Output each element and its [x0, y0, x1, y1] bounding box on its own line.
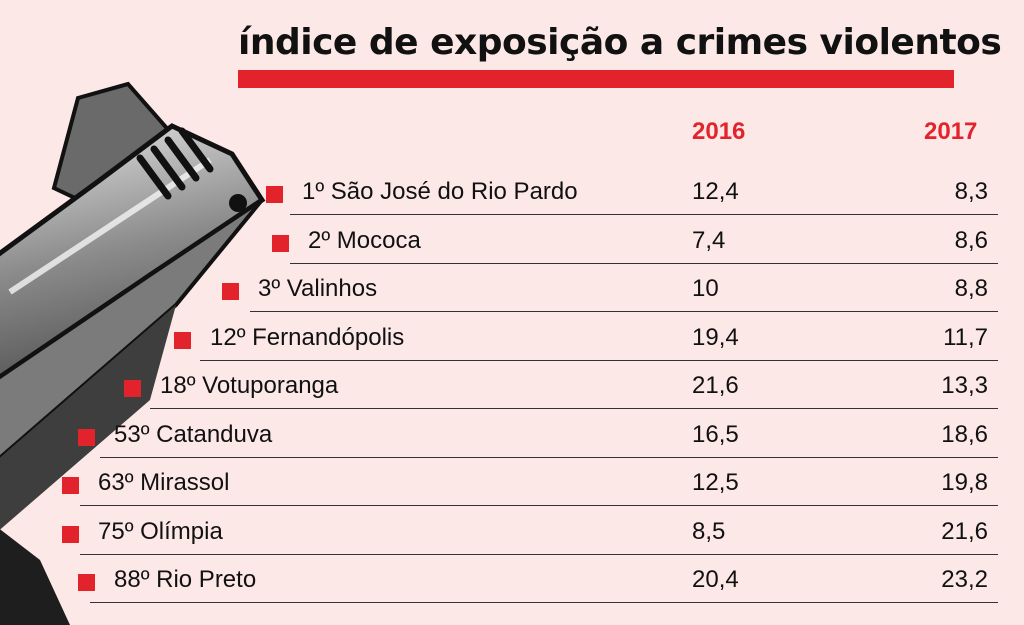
row-divider: [150, 408, 998, 409]
row-value-2016: 19,4: [692, 323, 739, 351]
row-value-2017: 21,6: [941, 517, 988, 545]
row-divider: [290, 214, 998, 215]
row-value-2017: 11,7: [943, 323, 988, 351]
column-header-2017: 2017: [924, 118, 978, 145]
row-value-2017: 19,8: [941, 469, 988, 496]
row-label: 3º Valinhos: [258, 275, 378, 302]
row-value-2017: 8,6: [954, 226, 988, 254]
row-value-2016: 16,5: [692, 420, 739, 448]
row-value-2016: 12,5: [692, 469, 739, 496]
row-bullet: [174, 331, 191, 349]
row-divider: [80, 505, 998, 506]
row-label: 75º Olímpia: [98, 517, 223, 545]
row-bullet: [78, 574, 95, 591]
row-label: 63º Mirassol: [98, 469, 230, 496]
chart-title: índice de exposição a crimes violentos: [238, 22, 1002, 63]
row-value-2017: 23,2: [941, 566, 988, 593]
row-label: 12º Fernandópolis: [210, 323, 405, 351]
row-value-2017: 8,3: [954, 178, 988, 205]
row-bullet: [62, 525, 79, 543]
row-value-2016: 7,4: [692, 226, 726, 254]
column-header-2016: 2016: [692, 118, 746, 145]
row-bullet: [222, 283, 239, 300]
row-label: 53º Catanduva: [114, 420, 273, 448]
row-value-2016: 10: [692, 275, 719, 302]
title-underline-bar: [238, 70, 954, 88]
row-divider: [100, 456, 998, 458]
row-divider: [90, 602, 998, 603]
row-value-2017: 13,3: [941, 372, 988, 399]
row-value-2016: 12,4: [692, 178, 739, 205]
row-bullet: [62, 477, 79, 494]
row-divider: [200, 359, 998, 361]
row-bullet: [272, 234, 289, 252]
row-bullet: [78, 428, 95, 446]
row-divider: [80, 553, 998, 555]
row-label: 88º Rio Preto: [114, 566, 257, 593]
row-bullet: [266, 186, 283, 203]
row-value-2016: 21,6: [692, 372, 739, 399]
row-label: 18º Votuporanga: [160, 372, 339, 399]
row-value-2016: 20,4: [692, 566, 739, 593]
row-value-2016: 8,5: [692, 517, 726, 545]
row-value-2017: 8,8: [954, 275, 988, 302]
row-label: 1º São José do Rio Pardo: [302, 178, 578, 205]
row-divider: [290, 262, 998, 264]
row-bullet: [124, 380, 141, 397]
row-divider: [250, 311, 998, 312]
row-label: 2º Mococa: [308, 226, 421, 254]
row-value-2017: 18,6: [941, 420, 988, 448]
